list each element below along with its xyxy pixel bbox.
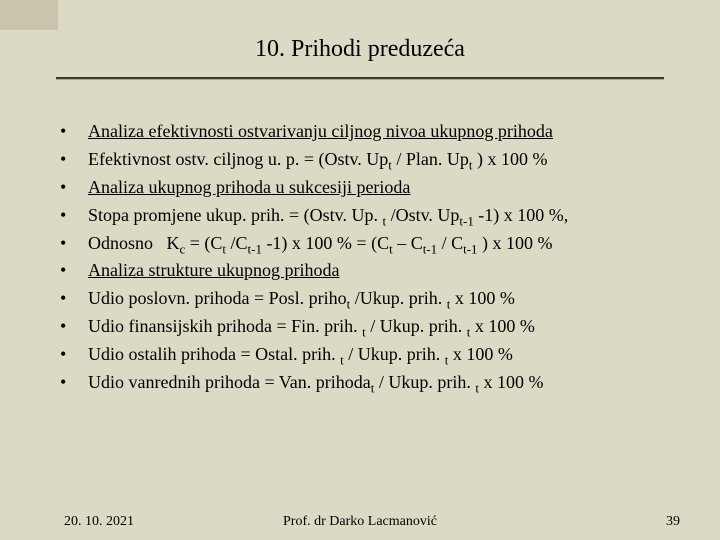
bullet-item: Odnosno Kc = (Ct /Ct-1 -1) x 100 % = (Ct…	[88, 230, 664, 258]
bullet-item: Efektivnost ostv. ciljnog u. p. = (Ostv.…	[88, 146, 664, 174]
bullet-item: Analiza efektivnosti ostvarivanju ciljno…	[88, 118, 664, 146]
bullet-item: Udio poslovn. prihoda = Posl. prihot /Uk…	[88, 285, 664, 313]
bullet-item: Udio finansijskih prihoda = Fin. prih. t…	[88, 313, 664, 341]
dogear-decoration	[0, 0, 58, 30]
bullet-text: Analiza strukture ukupnog prihoda	[88, 260, 339, 280]
content-area: Analiza efektivnosti ostvarivanju ciljno…	[0, 80, 720, 397]
bullet-item: Udio ostalih prihoda = Ostal. prih. t / …	[88, 341, 664, 369]
bullet-item: Stopa promjene ukup. prih. = (Ostv. Up. …	[88, 202, 664, 230]
footer-author: Prof. dr Darko Lacmanović	[0, 514, 720, 530]
bullet-text: Udio vanrednih prihoda = Van. prihodat /…	[88, 372, 543, 392]
bullet-text: Efektivnost ostv. ciljnog u. p. = (Ostv.…	[88, 149, 548, 169]
bullet-item: Analiza ukupnog prihoda u sukcesiji peri…	[88, 174, 664, 202]
bullet-text: Stopa promjene ukup. prih. = (Ostv. Up. …	[88, 205, 568, 225]
bullet-text: Analiza efektivnosti ostvarivanju ciljno…	[88, 121, 553, 141]
bullet-item: Analiza strukture ukupnog prihoda	[88, 257, 664, 285]
bullet-text: Odnosno Kc = (Ct /Ct-1 -1) x 100 % = (Ct…	[88, 233, 553, 253]
bullet-list: Analiza efektivnosti ostvarivanju ciljno…	[88, 118, 664, 397]
bullet-text: Udio finansijskih prihoda = Fin. prih. t…	[88, 316, 535, 336]
slide: 10. Prihodi preduzeća Analiza efektivnos…	[0, 0, 720, 540]
footer-page-number: 39	[666, 514, 680, 530]
bullet-text: Analiza ukupnog prihoda u sukcesiji peri…	[88, 177, 410, 197]
bullet-text: Udio ostalih prihoda = Ostal. prih. t / …	[88, 344, 513, 364]
bullet-item: Udio vanrednih prihoda = Van. prihodat /…	[88, 369, 664, 397]
slide-title: 10. Prihodi preduzeća	[0, 0, 720, 77]
bullet-text: Udio poslovn. prihoda = Posl. prihot /Uk…	[88, 288, 515, 308]
